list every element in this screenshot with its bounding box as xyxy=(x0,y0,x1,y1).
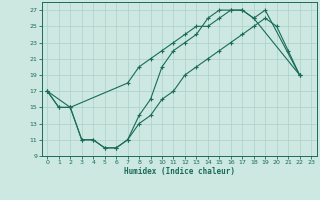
X-axis label: Humidex (Indice chaleur): Humidex (Indice chaleur) xyxy=(124,167,235,176)
